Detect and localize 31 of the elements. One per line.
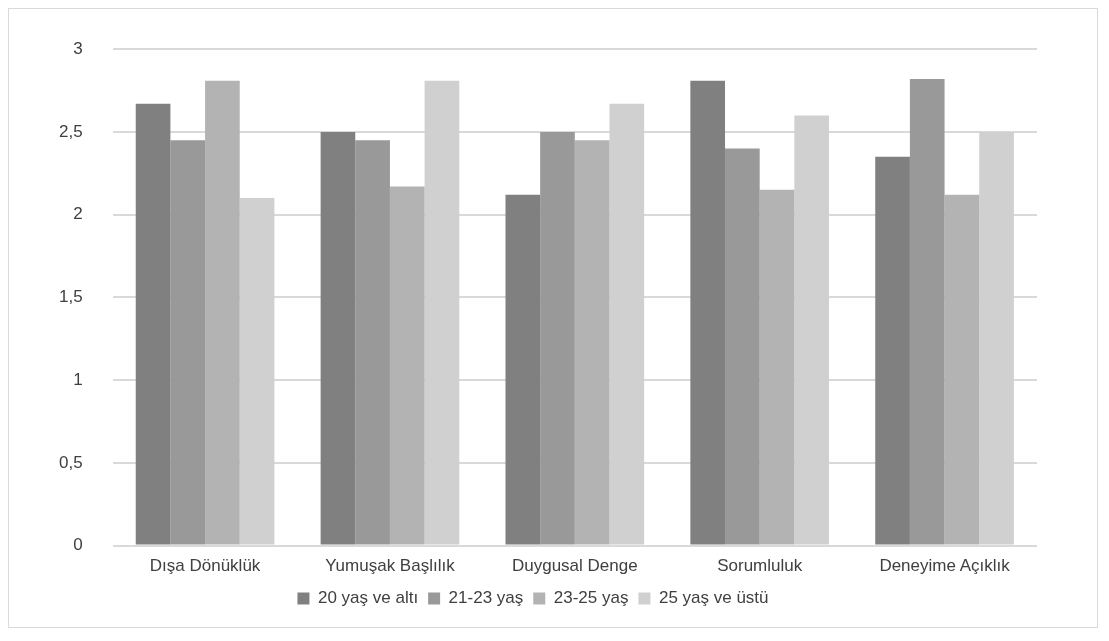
y-tick-label: 2,5	[58, 121, 83, 141]
legend-label: 20 yaş ve altı	[317, 588, 419, 608]
bar	[205, 80, 240, 545]
bar	[540, 131, 575, 545]
x-tick-label: Sorumluluk	[717, 556, 803, 576]
bar	[355, 140, 390, 545]
y-tick-label: 2	[73, 204, 83, 224]
bar	[759, 189, 795, 545]
legend-label: 21-23 yaş	[448, 588, 524, 608]
y-tick-label: 1,5	[58, 287, 83, 307]
y-tick-label: 1	[73, 369, 83, 389]
x-tick-label: Deneyime Açıklık	[879, 556, 1011, 576]
x-tick-label: Yumuşak Başlılık	[325, 556, 456, 576]
bar	[690, 80, 726, 545]
bar	[389, 186, 425, 545]
bar	[725, 148, 760, 545]
x-tick-label: Dışa Dönüklük	[149, 556, 261, 576]
bar	[170, 140, 206, 545]
bar	[574, 140, 610, 545]
y-tick-label: 0	[73, 535, 83, 555]
x-tick-label: Duygusal Denge	[511, 556, 638, 576]
bar	[909, 78, 945, 545]
bar	[944, 194, 980, 545]
legend-label: 23-25 yaş	[553, 588, 629, 608]
y-tick-label: 0,5	[58, 452, 83, 472]
bar	[320, 131, 356, 545]
y-tick-label: 3	[73, 38, 83, 58]
bar	[505, 194, 541, 545]
bar	[875, 156, 910, 545]
bar	[135, 103, 171, 545]
legend-label: 25 yaş ve üstü	[658, 588, 769, 608]
